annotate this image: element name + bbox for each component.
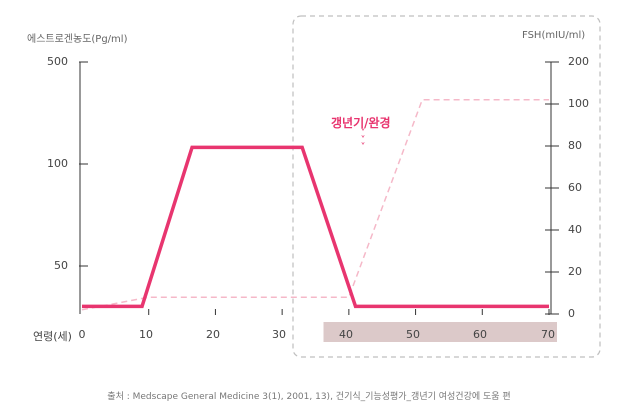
- menopause-highlight-box: [292, 15, 601, 358]
- right-ytick-100: 100: [568, 97, 589, 110]
- right-ytick-0: 0: [568, 307, 575, 320]
- left-axis-title: 에스트로겐농도(Pg/ml): [27, 34, 128, 45]
- right-ytick-60: 60: [568, 181, 582, 194]
- xtick-0: 0: [78, 328, 86, 341]
- menopause-age-band: [323, 322, 557, 342]
- x-axis-title: 연령(세): [33, 330, 72, 343]
- menopause-annotation: 갱년기/완경: [331, 116, 391, 130]
- xtick-30: 30: [272, 328, 286, 341]
- xtick-60: 60: [473, 328, 487, 341]
- right-ytick-80: 80: [568, 139, 582, 152]
- right-ytick-200: 200: [568, 55, 589, 68]
- right-ytick-40: 40: [568, 223, 582, 236]
- source-caption: 출처 : Medscape General Medicine 3(1), 200…: [107, 392, 511, 402]
- xtick-40: 40: [339, 328, 353, 341]
- right-axis-title: FSH(mIU/ml): [522, 30, 586, 41]
- left-ytick-50: 50: [54, 259, 68, 272]
- estrogen-series-line: [82, 145, 549, 309]
- fsh-series-line: [81, 99, 549, 311]
- chevron-down-icon: ˅ ˅ ˅: [360, 128, 366, 153]
- left-ytick-500: 500: [47, 55, 68, 68]
- xtick-20: 20: [206, 328, 220, 341]
- left-ytick-100: 100: [47, 157, 68, 170]
- right-ytick-20: 20: [568, 265, 582, 278]
- xtick-10: 10: [139, 328, 153, 341]
- xtick-50: 50: [406, 328, 420, 341]
- xtick-70: 70: [541, 328, 555, 341]
